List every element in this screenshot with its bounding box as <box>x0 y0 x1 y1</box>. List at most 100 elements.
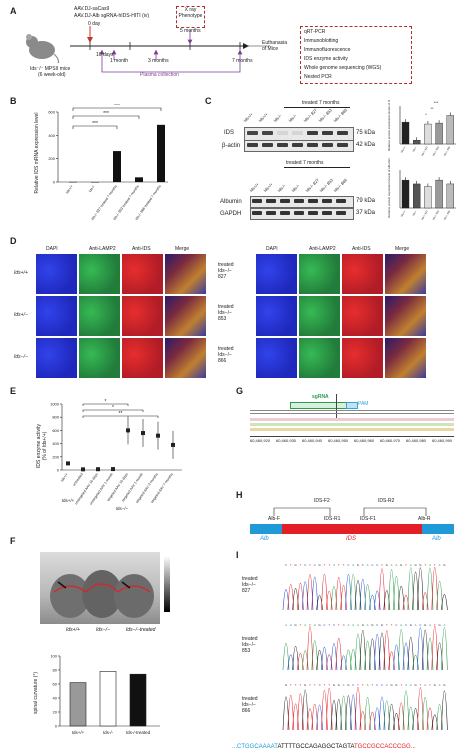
i-base-call: C <box>285 563 287 567</box>
f-ytick-label: 100 <box>50 654 57 659</box>
c-ids-quant-bar <box>446 115 454 145</box>
i-base-call: G <box>443 563 445 567</box>
i-peak <box>311 576 319 611</box>
c-ids-band <box>307 131 318 135</box>
f-ytick-label: 0 <box>55 724 58 729</box>
c-alb-quant-bar <box>413 183 421 209</box>
b-sig-label: *** <box>114 104 120 109</box>
i-base-call: T <box>391 623 393 627</box>
c-alb-quant-bar <box>424 186 432 209</box>
c-gapdh-band <box>280 211 290 215</box>
i-peak <box>369 594 376 611</box>
i-base-call: A <box>347 623 349 627</box>
c-gapdh-label: GAPDH <box>220 211 242 217</box>
i-base-call: A <box>386 683 388 687</box>
i-base-call: A <box>429 623 431 627</box>
i-base-call: A <box>367 623 369 627</box>
i-base-call: T <box>324 683 326 687</box>
c-lane-label-lower: Ids-/- 827 <box>304 177 320 193</box>
d-micrograph-anti-lamp2 <box>299 296 340 336</box>
g-coord-label: 60,460,930 <box>276 438 297 443</box>
c-lane-label-lower: Ids-/- 866 <box>332 177 348 193</box>
i-base-call: T <box>434 623 436 627</box>
i-peak <box>301 650 309 671</box>
b-bar <box>69 181 77 183</box>
i-base-call: A <box>343 683 345 687</box>
d-header-dapi: DAPI <box>266 246 278 252</box>
i-base-call: G <box>338 683 340 687</box>
d-row-label-right: treated Ids−/− 827 <box>218 262 234 280</box>
c-albumin-band <box>252 199 262 203</box>
h-alb-f: Alb-F <box>268 516 280 522</box>
e-point <box>81 467 85 472</box>
c-actin-band <box>262 143 273 147</box>
mouse-label: Ids⁻/⁻ MPSII mice <box>30 66 71 72</box>
vector2-label: AAV.DJ-Alb sgRNA-hIDS-HITI (iv) <box>74 13 150 19</box>
i-base-call: G <box>371 623 373 627</box>
c-alb-quant-xtick-label: Ids-/- 853 <box>432 209 440 220</box>
i-base-call: A <box>410 563 412 567</box>
e-point <box>141 431 145 436</box>
c-gapdh-band <box>336 211 346 215</box>
c-gapdh-band <box>266 211 276 215</box>
c-ids-quant-xtick-label: Ids+/+ <box>400 146 406 154</box>
d-micrograph-anti-lamp2 <box>79 254 120 294</box>
i-base-call: T <box>314 683 316 687</box>
i-base-call: T <box>338 623 340 627</box>
h-ids-r1: IDS-R1 <box>324 516 341 522</box>
i-base-call: T <box>372 683 374 687</box>
panel-label-i: I <box>236 550 239 560</box>
d-micrograph-anti-lamp2 <box>299 254 340 294</box>
i-base-call: C <box>419 623 421 627</box>
e-ytick-label: 800 <box>52 415 59 420</box>
i-row-label: treated Ids−/− 853 <box>242 636 258 654</box>
e-sig-bracket <box>82 415 159 418</box>
e-point <box>111 467 115 472</box>
f-xray-image <box>40 552 160 624</box>
f-colorbar <box>164 556 170 612</box>
i-base-call: A <box>400 623 402 627</box>
t10d-label: 10 days <box>96 52 114 58</box>
f-ylabel: spinal curvature (°) <box>33 672 39 715</box>
i-peak <box>431 714 439 731</box>
i-base-call: C <box>376 563 378 567</box>
h-alb-r: Alb-R <box>418 516 431 522</box>
mouse-icon <box>26 34 60 64</box>
i-base-call: G <box>333 683 335 687</box>
g-coord-label: 60,460,990 <box>432 438 453 443</box>
i-base-call: A <box>333 563 335 567</box>
d-micrograph-anti-lamp2 <box>79 338 120 378</box>
c-gapdh-band <box>322 211 332 215</box>
c-ids-label: IDS <box>224 130 235 136</box>
i-base-call: A <box>395 563 397 567</box>
d-row-label-right: treated Ids−/− 866 <box>218 346 234 364</box>
c-ids-quant-xtick-label: Ids-/- <box>412 146 418 153</box>
h-ids-segment <box>282 524 422 534</box>
c-alb-quant-xtick-label: Ids-/- <box>412 210 418 217</box>
d-micrograph-anti-lamp2 <box>79 296 120 336</box>
panel-label-a: A <box>10 6 17 16</box>
c-lane-label-lower: Ids+/+ <box>248 181 260 193</box>
c-sig-label: ** <box>430 106 434 111</box>
i-base-call: A <box>439 563 441 567</box>
i-base-call: A <box>415 623 417 627</box>
h-alb-label-right: Alb <box>432 536 441 542</box>
d-micrograph-anti-ids <box>342 254 383 294</box>
b-sig-label: *** <box>103 111 109 117</box>
i-peak <box>325 654 333 671</box>
i-base-call: A <box>443 623 445 627</box>
t7m-label: 7 months <box>232 58 253 64</box>
i-base-call: G <box>386 563 388 567</box>
i-peak <box>373 590 381 611</box>
b-xtick-label: Ids-/- <box>88 184 96 194</box>
e-sig-bracket <box>82 403 129 406</box>
c-ids-band <box>337 131 348 135</box>
c-alb-quant-ylabel: Relative protein expression levels of al… <box>387 158 391 218</box>
i-base-call: C <box>376 683 378 687</box>
i-base-call: A <box>405 683 407 687</box>
panel-label-f: F <box>10 536 16 546</box>
d-header-anti-lamp2: Anti-LAMP2 <box>89 246 116 252</box>
h-alb-label-left: Alb <box>260 536 269 542</box>
e-point <box>66 461 70 466</box>
b-ytick-label: 600 <box>48 110 55 115</box>
